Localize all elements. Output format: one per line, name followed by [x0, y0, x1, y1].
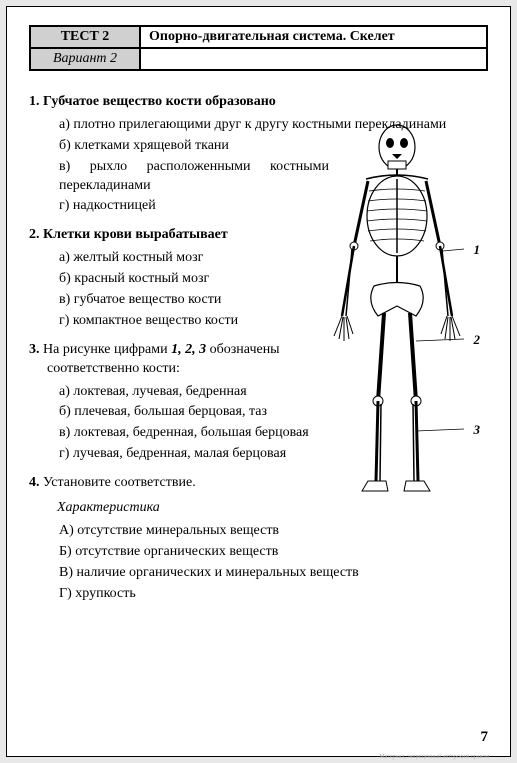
q3-options: а) локтевая, лучевая, бедренная б) плече…	[29, 383, 488, 465]
q2-num: 2.	[29, 227, 40, 242]
q1-num: 1.	[29, 94, 40, 109]
q3-num: 3.	[29, 342, 40, 357]
footer-note: Материал, защищенный авторским правом	[379, 754, 489, 760]
title-cell: Опорно-двигательная система. Скелет	[140, 26, 487, 48]
q3-opt-a: а) локтевая, лучевая, бедренная	[59, 383, 294, 402]
q3-nums: 1, 2, 3	[171, 342, 206, 357]
skeleton-label-1: 1	[474, 241, 481, 259]
q4-text: Установите соответствие.	[43, 475, 196, 490]
content: 1 2 3 1. Губчатое вещество кости образов…	[29, 93, 488, 603]
q4-opt-b: Б) отсутствие органических веществ	[59, 543, 489, 562]
q1-opt-c: в) рыхло расположенными костными перекла…	[59, 158, 329, 196]
q2-text: Клетки крови вырабатывает	[43, 227, 228, 242]
q4-options: А) отсутствие минеральных веществ Б) отс…	[29, 522, 489, 604]
q4-num: 4.	[29, 475, 40, 490]
question-3: 3. На рисунке цифрами 1, 2, 3 обозначены…	[29, 341, 488, 464]
q3-text-pre: На рисунке цифрами	[43, 342, 171, 357]
q1-opt-a: а) плотно прилегающими друг к другу кост…	[59, 116, 489, 135]
question-2: 2. Клетки крови вырабатывает а) желтый к…	[29, 226, 299, 330]
empty-cell	[140, 48, 487, 70]
page: ТЕСТ 2 Опорно-двигательная система. Скел…	[6, 6, 511, 757]
q4-opt-c: В) наличие органических и минеральных ве…	[59, 564, 489, 583]
q3-opt-c: в) локтевая, бедренная, большая берцовая	[59, 424, 517, 443]
q4-opt-a: А) отсутствие минеральных веществ	[59, 522, 489, 541]
q1-opt-d: г) надкостницей	[59, 197, 329, 216]
page-number: 7	[481, 729, 489, 746]
q1-options: а) плотно прилегающими друг к другу кост…	[29, 116, 488, 216]
q4-subheading: Характеристика	[57, 499, 489, 518]
q3-opt-b: б) плечевая, большая берцовая, таз	[59, 403, 294, 422]
q2-opt-c: в) губчатое вещество кости	[59, 291, 299, 310]
question-4: 4. Установите соответствие. Характеристи…	[29, 474, 489, 603]
q3-opt-d: г) лучевая, бедренная, малая берцовая	[59, 445, 517, 464]
q2-options: а) желтый костный мозг б) красный костны…	[29, 249, 299, 331]
q2-opt-a: а) желтый костный мозг	[59, 249, 299, 268]
header-table: ТЕСТ 2 Опорно-двигательная система. Скел…	[29, 25, 488, 71]
question-1: 1. Губчатое вещество кости образовано а)…	[29, 93, 488, 216]
q4-opt-d: Г) хрупкость	[59, 585, 489, 604]
q2-opt-b: б) красный костный мозг	[59, 270, 299, 289]
variant-cell: Вариант 2	[30, 48, 140, 70]
q2-opt-d: г) компактное вещество кости	[59, 312, 299, 331]
q1-text: Губчатое вещество кости образовано	[43, 94, 276, 109]
q1-opt-b: б) клетками хрящевой ткани	[59, 137, 489, 156]
test-cell: ТЕСТ 2	[30, 26, 140, 48]
